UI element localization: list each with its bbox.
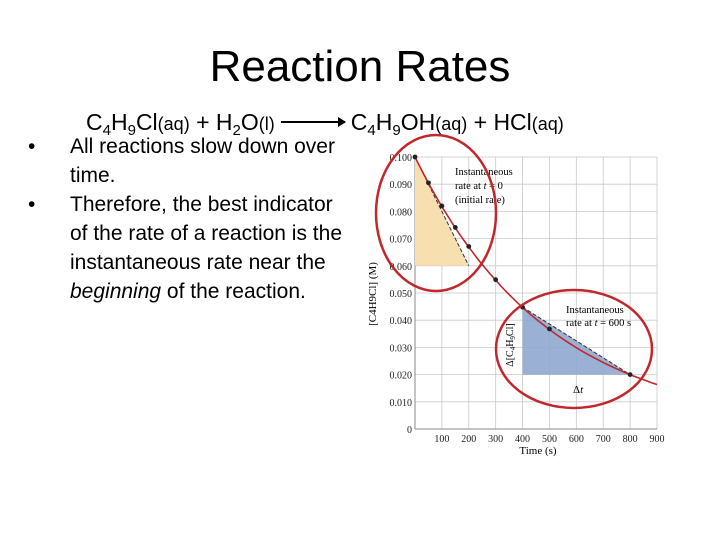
data-point: [412, 154, 418, 160]
rate-600-triangle: [522, 307, 631, 375]
slide-title: Reaction Rates: [209, 42, 511, 91]
tangent-line: [522, 306, 631, 376]
bullet-icon: •: [28, 193, 36, 216]
annotation-delta-t: Δt: [573, 384, 584, 396]
bullet-list: • All reactions slow down over time. • T…: [28, 132, 348, 306]
y-tick-label: 0.030: [390, 343, 413, 354]
y-tick-label: 0.070: [390, 235, 413, 246]
x-tick-label: 300: [488, 434, 503, 445]
chemical-equation: C4H9Cl(aq) + H2O(l) C4H9OH(aq) + HCl(aq): [86, 106, 564, 140]
bullet-item: • All reactions slow down over time.: [28, 132, 348, 190]
x-tick-label: 400: [515, 434, 530, 445]
rate-triangles: [415, 157, 631, 375]
x-axis-label: Time (s): [519, 445, 557, 457]
y-tick-label: 0.080: [390, 207, 413, 218]
bullet-text: All reactions slow down over time.: [70, 135, 335, 187]
tangent-line: [414, 156, 470, 267]
y-tick-label: 0.020: [390, 371, 413, 382]
plot-area: [415, 157, 657, 429]
x-tick-label: 100: [434, 434, 449, 445]
eq-reactant2: H2O(l): [215, 109, 275, 139]
data-point: [627, 372, 633, 377]
data-point: [547, 326, 552, 332]
eq-reactant1: C4H9Cl(aq): [86, 109, 190, 139]
y-axis-label: [C4H9Cl] (M): [367, 262, 379, 326]
initial-rate-triangle: [415, 157, 469, 266]
y-tick-label: 0: [407, 425, 412, 436]
eq-product1: C4H9OH(aq): [350, 109, 468, 139]
x-tick-label: 800: [623, 434, 638, 445]
y-tick-label: 0.040: [390, 316, 413, 327]
highlight-rings: [374, 133, 654, 410]
annotation-delta-conc: Δ[C4H9Cl]: [505, 323, 517, 366]
concentration-curve: [414, 156, 658, 386]
rate-600-ring: [494, 288, 654, 410]
y-tick-label: 0.050: [390, 289, 413, 300]
x-tick-label: 500: [542, 434, 557, 445]
data-point: [452, 225, 458, 230]
x-tick-label: 600: [569, 434, 584, 445]
bullet-item: • Therefore, the best indicator of the r…: [28, 190, 348, 306]
bullet-text: Therefore, the best indicator of the rat…: [70, 193, 342, 303]
x-tick-label: 200: [461, 434, 476, 445]
series: [412, 154, 658, 386]
data-point: [466, 244, 472, 249]
y-tick-label: 0.100: [390, 153, 413, 164]
y-tick-label: 0.090: [390, 180, 413, 191]
grid-lines: [415, 156, 658, 429]
x-tick-label: 700: [596, 434, 611, 445]
y-tick-label: 0.060: [390, 262, 413, 273]
data-point: [426, 180, 431, 186]
axes: 0 0.010 0.020 0.030 0.040 0.050 0.060 0.070 0.08…: [390, 153, 665, 445]
eq-plus: +: [467, 109, 494, 135]
initial-rate-ring: [374, 133, 498, 293]
eq-plus: +: [189, 109, 216, 135]
reaction-arrow-icon: [280, 117, 346, 127]
data-point: [520, 304, 525, 310]
annotation-initial-rate: Instantaneous rate at t = 0 (initial rat…: [455, 167, 515, 206]
eq-product2: HCl(aq): [493, 109, 564, 135]
y-tick-label: 0.010: [390, 398, 413, 409]
annotation-rate-600: Instantaneous rate at t = 600 s: [566, 305, 631, 329]
x-tick-label: 900: [650, 434, 665, 445]
axis-labels: Time (s) [C4H9Cl] (M) Instantaneous rate…: [367, 167, 631, 457]
bullet-icon: •: [28, 135, 36, 158]
data-point: [493, 277, 499, 283]
data-point: [439, 203, 445, 209]
